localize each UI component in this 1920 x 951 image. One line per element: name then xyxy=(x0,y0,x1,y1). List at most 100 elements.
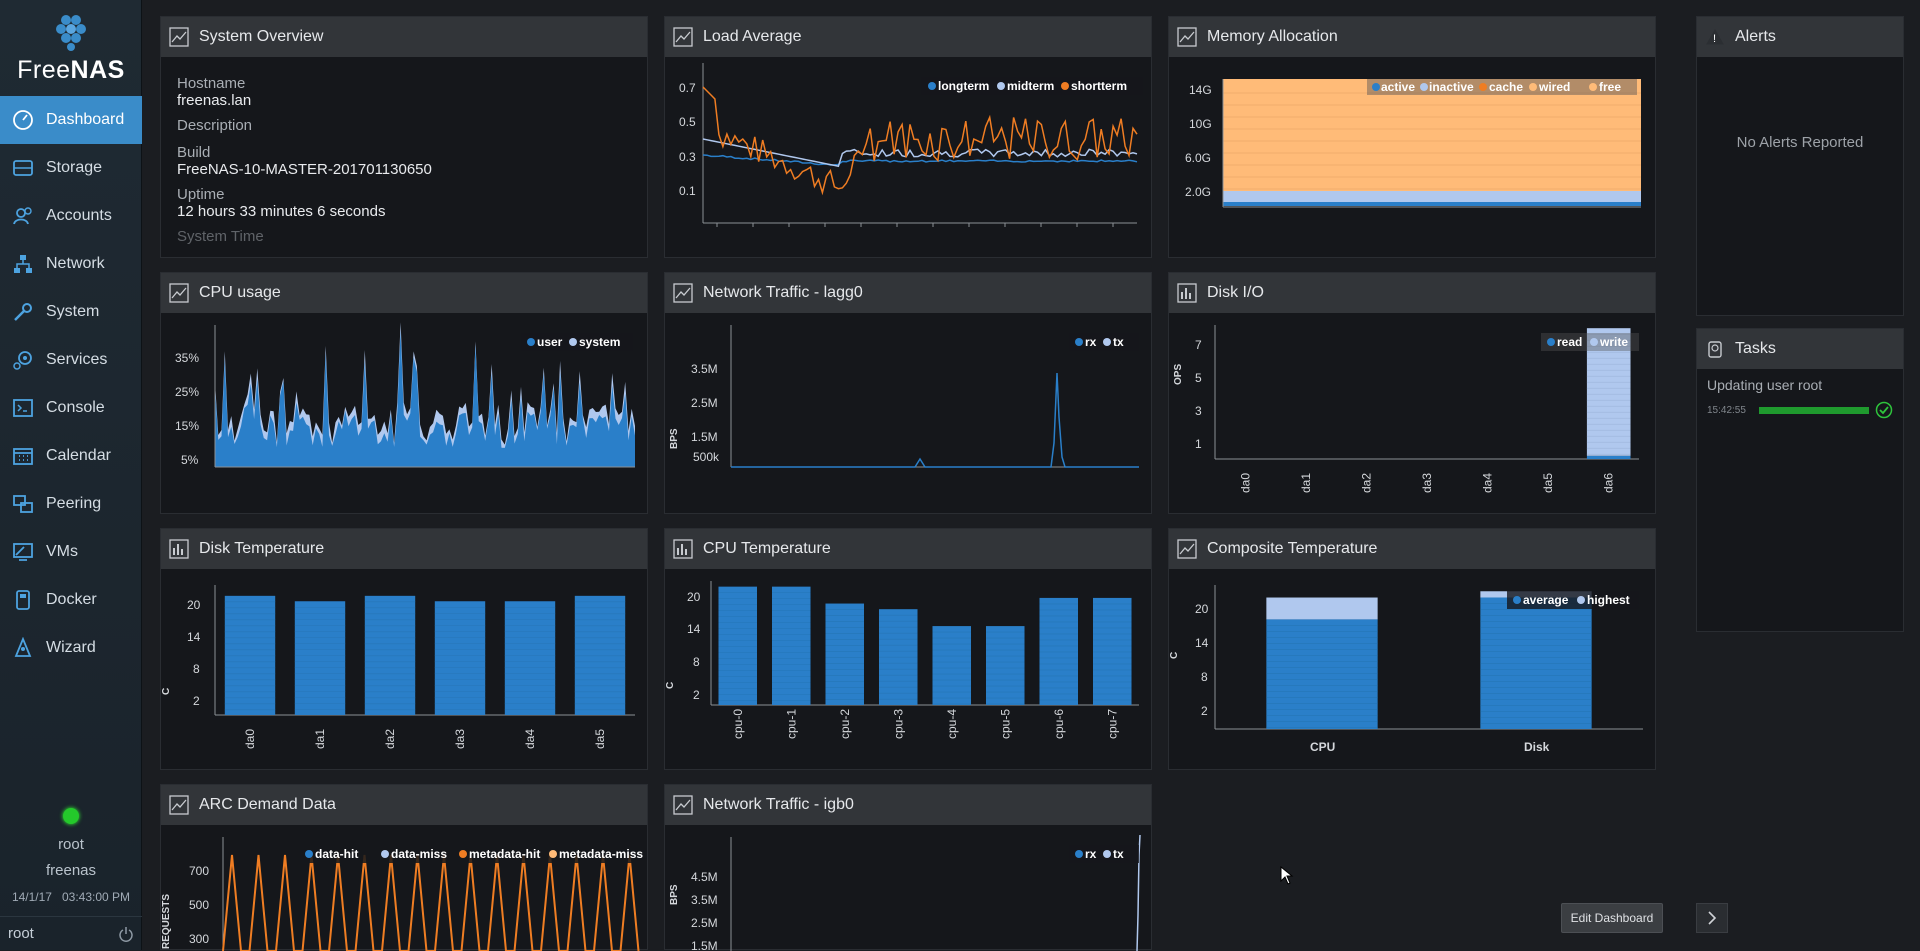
x-tick-label: da5 xyxy=(1541,473,1555,493)
x-tick-label: cpu-0 xyxy=(731,709,745,739)
y-tick: 0.1 xyxy=(679,184,696,198)
nav-item-dashboard[interactable]: Dashboard xyxy=(0,96,142,144)
network-traffic-igb0-widget: Network Traffic - igb0 BPS 4.5M 3.5M 2.5… xyxy=(664,784,1152,951)
uptime-label: Uptime xyxy=(177,186,225,203)
line-chart-icon xyxy=(1177,539,1197,559)
task-name: Updating user root xyxy=(1707,377,1823,393)
hostname-label: Hostname xyxy=(177,75,246,92)
memory-plot: 14G 10G 6.0G 2.0G active inactive cache … xyxy=(1185,79,1641,208)
peering-icon xyxy=(12,493,34,515)
accounts-icon xyxy=(12,205,34,227)
nav-label: System xyxy=(46,303,100,320)
expand-panel-button[interactable] xyxy=(1696,903,1728,933)
services-icon xyxy=(12,349,34,371)
y-tick: 20 xyxy=(187,598,201,612)
x-tick-label: da1 xyxy=(1299,473,1313,493)
legend-marker xyxy=(997,82,1005,90)
widget-title: ARC Demand Data xyxy=(199,796,336,813)
freenas-logo[interactable]: FreeNAS xyxy=(0,14,142,84)
y-axis-label: C xyxy=(161,688,172,695)
line-chart-icon xyxy=(673,283,693,303)
task-item[interactable]: Updating user root 15:42:55 xyxy=(1697,369,1903,427)
y-tick: 5% xyxy=(181,453,199,467)
widget-header[interactable]: Network Traffic - igb0 xyxy=(665,785,1151,825)
nav-item-docker[interactable]: Docker xyxy=(0,576,142,624)
y-tick: 5 xyxy=(1195,371,1202,385)
disk-io-chart: OPS 7 5 3 1 da0 da1 da2 da3 da4 da5 da6 read w… xyxy=(1169,313,1655,513)
tx-line xyxy=(1136,834,1141,951)
load-average-chart: 0.7 0.5 0.3 0.1 longterm midterm shortte… xyxy=(665,57,1151,257)
y-tick: 7 xyxy=(1195,338,1202,352)
y-tick: 14 xyxy=(187,630,201,644)
y-tick: 1 xyxy=(1195,437,1202,451)
nav-item-calendar[interactable]: Calendar xyxy=(0,432,142,480)
task-time: 15:42:55 xyxy=(1707,404,1746,416)
active-area xyxy=(1223,202,1641,206)
widget-header[interactable]: CPU Temperature xyxy=(665,529,1151,569)
nav-item-accounts[interactable]: Accounts xyxy=(0,192,142,240)
widget-header[interactable]: Network Traffic - lagg0 xyxy=(665,273,1151,313)
widget-header[interactable]: Composite Temperature xyxy=(1169,529,1655,569)
y-tick: 6.0G xyxy=(1185,151,1211,165)
y-axis-label: BPS xyxy=(669,428,680,449)
widget-header[interactable]: CPU usage xyxy=(161,273,647,313)
midterm-line xyxy=(702,138,1138,168)
x-tick-label: cpu-3 xyxy=(891,709,905,739)
average-bar xyxy=(1266,619,1378,729)
sidebar: FreeNAS Dashboard Storage Accounts Netwo… xyxy=(0,0,142,950)
tasks-header[interactable]: Tasks xyxy=(1697,329,1903,369)
y-tick: 2.0G xyxy=(1185,185,1211,199)
nav-item-console[interactable]: Console xyxy=(0,384,142,432)
nav-item-vms[interactable]: VMs xyxy=(0,528,142,576)
load-average-widget: Load Average 0.7 0.5 0.3 0.1 longterm mi… xyxy=(664,16,1152,258)
legend-marker xyxy=(928,82,936,90)
y-tick: 3 xyxy=(1195,404,1202,418)
network-igb0-plot: BPS 4.5M 3.5M 2.5M 1.5M rx tx xyxy=(669,834,1141,951)
widget-header[interactable]: Disk I/O xyxy=(1169,273,1655,313)
user-name: root xyxy=(58,836,84,853)
y-tick: 8 xyxy=(1201,670,1208,684)
temperature-bar xyxy=(1039,597,1079,705)
nav-label: Docker xyxy=(46,591,97,608)
nav-item-peering[interactable]: Peering xyxy=(0,480,142,528)
widget-title: Disk Temperature xyxy=(199,540,325,557)
y-tick: 20 xyxy=(687,590,701,604)
nav-item-services[interactable]: Services xyxy=(0,336,142,384)
nav-item-storage[interactable]: Storage xyxy=(0,144,142,192)
composite-temp-chart: C 20 14 8 2 CPU Disk average highest xyxy=(1169,569,1655,769)
alerts-header[interactable]: ! Alerts xyxy=(1697,17,1903,57)
power-icon[interactable] xyxy=(118,926,134,942)
y-tick: 25% xyxy=(175,385,199,399)
y-tick: 2 xyxy=(693,688,700,702)
nav-item-wizard[interactable]: Wizard xyxy=(0,624,142,672)
widget-header[interactable]: ARC Demand Data xyxy=(161,785,647,825)
x-tick-label: da3 xyxy=(1420,473,1434,493)
y-tick: 2 xyxy=(193,694,200,708)
disk-temperature-widget: Disk Temperature C 20 14 8 2 da0 da1 da2 da… xyxy=(160,528,648,770)
arc-chart: REQUESTS 700 500 300 data-hit data-miss … xyxy=(161,825,647,951)
svg-text:!: ! xyxy=(1713,33,1716,45)
nav-item-network[interactable]: Network xyxy=(0,240,142,288)
session-user: root xyxy=(8,925,34,942)
x-tick-label: da4 xyxy=(523,729,537,749)
widget-title: Network Traffic - lagg0 xyxy=(703,284,863,301)
line-chart-icon xyxy=(673,27,693,47)
nav-item-system[interactable]: System xyxy=(0,288,142,336)
widget-title: Load Average xyxy=(703,28,802,45)
widget-header[interactable]: Load Average xyxy=(665,17,1151,57)
widget-header[interactable]: Disk Temperature xyxy=(161,529,647,569)
legend-label: user xyxy=(537,335,563,349)
widget-title: System Overview xyxy=(199,28,324,45)
uptime-value: 12 hours 33 minutes 6 seconds xyxy=(177,203,386,220)
cpu-temp-plot: C 20 14 8 2 cpu-0 cpu-1 cpu-2 cpu-3 cpu-4 cpu… xyxy=(665,581,1139,739)
widget-header[interactable]: Memory Allocation xyxy=(1169,17,1655,57)
temperature-bar xyxy=(294,601,346,715)
build-value: FreeNAS-10-MASTER-201701130650 xyxy=(177,161,432,178)
build-label: Build xyxy=(177,144,211,161)
x-tick-label: CPU xyxy=(1310,740,1335,754)
edit-dashboard-button[interactable]: Edit Dashboard xyxy=(1561,903,1663,933)
x-tick-label: da4 xyxy=(1481,473,1495,493)
legend-label: data-hit xyxy=(315,847,358,861)
y-axis-label: C xyxy=(665,682,676,689)
widget-header[interactable]: System Overview xyxy=(161,17,647,57)
